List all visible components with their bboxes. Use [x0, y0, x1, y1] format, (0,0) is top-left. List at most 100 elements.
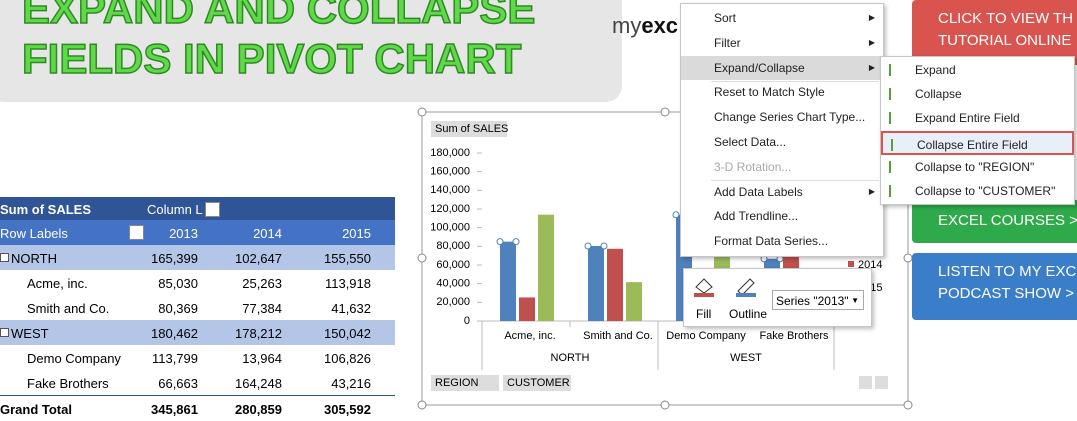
- menu-item[interactable]: Add Data Labels ▶: [681, 180, 883, 204]
- side-button-line: EXCEL COURSES >: [938, 212, 1077, 229]
- selection-handle: [584, 242, 592, 250]
- field-button-bg[interactable]: [503, 375, 571, 391]
- menu-item[interactable]: Expand: [881, 58, 1074, 82]
- resize-handle: [660, 107, 670, 117]
- menu-item[interactable]: Expand Entire Field: [881, 106, 1074, 130]
- selection-handle: [600, 242, 608, 250]
- menu-item-label: Expand Entire Field: [915, 111, 1020, 126]
- header-row: Sum of SALES Column L: [0, 197, 395, 222]
- menu-item-label: Add Trendline...: [714, 209, 799, 224]
- bar: [626, 282, 642, 321]
- cell: 43,216: [331, 376, 371, 391]
- cell: 77,384: [242, 301, 282, 316]
- menu-item-label: Collapse Entire Field: [917, 137, 1028, 152]
- cell: 280,859: [235, 402, 282, 417]
- axis-field-button: CUSTOMER: [507, 377, 570, 389]
- menu-icon: [689, 111, 701, 123]
- selection-handle: [672, 211, 680, 219]
- cell: 2014: [253, 226, 282, 241]
- side-button[interactable]: LISTEN TO MY EXC PODCAST SHOW >: [912, 253, 1077, 320]
- context-menu: Sort ▶ Filter ▶ Expand/Collapse ▶ Reset to Mat…: [680, 3, 884, 257]
- y-tick-label: 20,000: [436, 296, 470, 308]
- y-tick-label: 0: [464, 315, 470, 327]
- cell: 305,592: [324, 402, 371, 417]
- menu-item-label: Collapse: [915, 87, 962, 102]
- banner-line: EXPAND AND COLLAPSE: [22, 0, 535, 32]
- resize-handle: [417, 107, 427, 117]
- submenu-arrow: ▶: [868, 37, 875, 47]
- bar: [500, 241, 516, 321]
- item-row: Demo Company 113,799 13,964 106,826: [0, 345, 395, 370]
- menu-item[interactable]: Collapse to "CUSTOMER": [881, 179, 1074, 203]
- menu-item[interactable]: Filter ▶: [681, 31, 883, 55]
- cell: 178,212: [235, 326, 282, 341]
- cell: 2015: [342, 226, 371, 241]
- menu-item-label: Change Series Chart Type...: [714, 110, 866, 125]
- item-row: Acme, inc. 85,030 25,263 113,918: [0, 270, 395, 295]
- filter-button[interactable]: [205, 202, 220, 217]
- group-row: NORTH 165,399 102,647 155,550: [0, 245, 395, 270]
- menu-icon: [689, 161, 701, 173]
- submenu-arrow: ▶: [868, 13, 875, 22]
- menu-item[interactable]: Sort ▶: [681, 6, 883, 30]
- row-label: Row Labels: [0, 226, 68, 241]
- logo-suffix: exc: [641, 13, 679, 38]
- cell: 13,964: [242, 351, 282, 366]
- selection-handle: [512, 238, 520, 246]
- filter-button[interactable]: [129, 225, 144, 240]
- outline-button[interactable]: Outline: [729, 307, 768, 321]
- collapse-button[interactable]: [875, 376, 888, 389]
- menu-icon: [891, 138, 905, 151]
- side-button-line: LISTEN TO MY EXC: [938, 263, 1077, 280]
- y-tick-label: 180,000: [430, 147, 470, 159]
- menu-item[interactable]: Change Series Chart Type...: [681, 105, 883, 129]
- y-tick-label: 140,000: [430, 184, 470, 196]
- menu-item-label: Collapse to "CUSTOMER": [915, 184, 1056, 198]
- cell: 165,399: [151, 251, 198, 266]
- item-row: Smith and Co. 80,369 77,384 41,632: [0, 295, 395, 320]
- item-row: Fake Brothers 66,663 164,248 43,216: [0, 370, 395, 395]
- value-field-button: Sum of SALES: [435, 123, 508, 135]
- menu-item[interactable]: Collapse to "REGION": [881, 155, 1074, 179]
- resize-handle: [903, 400, 913, 410]
- collapse-button[interactable]: [0, 328, 9, 337]
- menu-item[interactable]: Collapse: [881, 82, 1074, 106]
- menu-item[interactable]: Select Data...: [681, 130, 883, 154]
- cell: 150,042: [324, 326, 371, 341]
- mini-toolbar: Fill Outline Series "2013" ▼: [683, 268, 872, 327]
- menu-item[interactable]: Reset to Match Style: [681, 80, 883, 104]
- row-label: WEST: [11, 326, 49, 341]
- expand-button[interactable]: [859, 376, 872, 389]
- value-field: Sum of SALES: [0, 202, 92, 217]
- cell: 85,030: [158, 276, 198, 291]
- cell: 155,550: [324, 251, 371, 266]
- row-label: Smith and Co.: [27, 301, 110, 316]
- column-header-row: Row Labels 2013 2014 2015: [0, 220, 395, 245]
- category-label: Demo Company: [666, 330, 746, 342]
- column-field[interactable]: Column L: [147, 202, 203, 217]
- legend-label: 2014: [858, 259, 882, 271]
- collapse-button[interactable]: [0, 253, 9, 262]
- y-tick-label: 40,000: [436, 278, 470, 290]
- side-button[interactable]: CLICK TO VIEW TH TUTORIAL ONLINE: [912, 0, 1077, 65]
- series-selector-text: Series "2013": [776, 294, 849, 308]
- side-button[interactable]: EXCEL COURSES >: [912, 200, 1077, 243]
- fill-button[interactable]: Fill: [696, 307, 712, 321]
- menu-item[interactable]: Add Trendline...: [681, 204, 883, 228]
- menu-item[interactable]: Format Data Series...: [681, 229, 883, 253]
- row-label: Fake Brothers: [27, 376, 109, 391]
- cell: 113,799: [151, 351, 198, 366]
- field-button-bg[interactable]: [431, 375, 499, 391]
- menu-item[interactable]: Expand/Collapse ▶: [681, 55, 883, 80]
- bar: [519, 297, 535, 321]
- menu-icon: [689, 62, 701, 74]
- menu-icon: [689, 86, 701, 98]
- menu-item[interactable]: Collapse Entire Field: [881, 130, 1074, 155]
- field-button-bg: [431, 121, 507, 137]
- outline-icon: [736, 278, 756, 297]
- bar: [588, 245, 604, 321]
- group-label: NORTH: [551, 352, 590, 364]
- y-tick-label: 160,000: [430, 166, 470, 178]
- menu-separator: [711, 81, 879, 82]
- series-selector[interactable]: Series "2013" ▼: [772, 290, 864, 310]
